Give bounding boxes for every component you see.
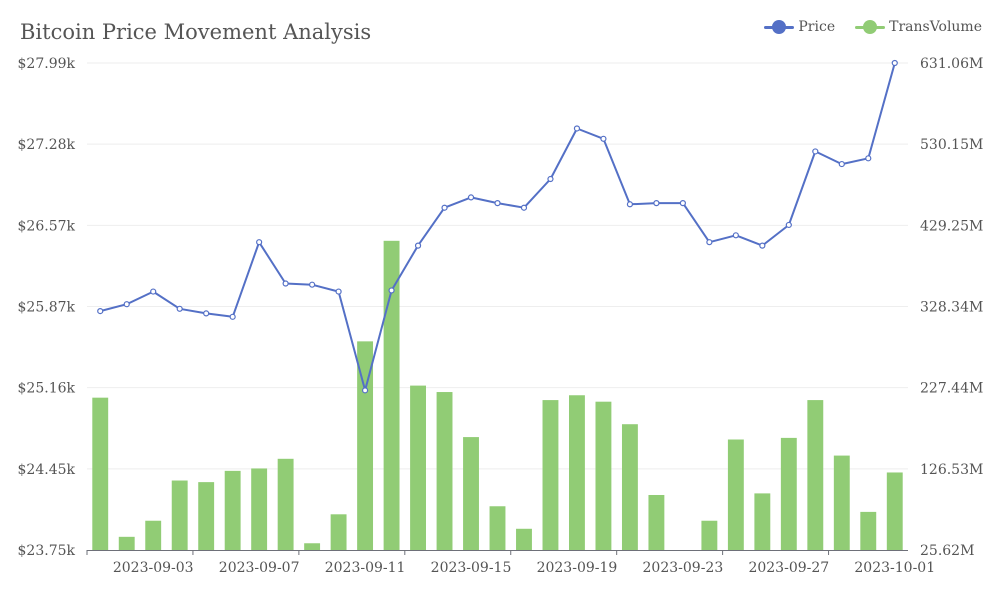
price-point [838, 160, 845, 168]
volume-bar [701, 520, 718, 550]
volume-bar [224, 470, 241, 550]
price-point [414, 242, 422, 249]
y-left-tick-label: $27.28k [18, 137, 76, 153]
volume-bar [833, 455, 850, 550]
price-point [97, 307, 104, 315]
price-point [494, 200, 501, 207]
volume-bar [542, 400, 559, 550]
chart-title: Bitcoin Price Movement Analysis [20, 20, 372, 44]
volume-bar [277, 458, 294, 550]
y-right-tick-label: 25.62M [920, 543, 974, 559]
x-tick-label: 2023-09-03 [113, 560, 194, 576]
volume-bar [145, 520, 162, 550]
volume-bar [410, 385, 426, 550]
price-point [229, 313, 236, 320]
price-point [467, 194, 475, 201]
price-point [150, 288, 157, 295]
volume-bar [463, 437, 479, 550]
price-line [99, 62, 896, 392]
legend-item-transvolume[interactable]: TransVolume [855, 19, 982, 35]
legend-swatch-transvolume [855, 20, 886, 34]
volume-bar [330, 514, 347, 550]
y-right-tick-label: 227.44M [920, 381, 983, 397]
volume-bar [648, 494, 665, 550]
legend-label-price: Price [798, 19, 836, 35]
x-tick-label: 2023-09-07 [219, 560, 300, 576]
price-point [732, 232, 739, 239]
price-point [785, 221, 792, 229]
price-point [759, 242, 766, 249]
volume-bar [754, 493, 771, 550]
y-right-tick-label: 631.06M [920, 56, 983, 72]
legend-swatch-price [764, 20, 795, 34]
volume-bar [118, 536, 135, 550]
volume-bar [304, 543, 321, 550]
price-point [812, 148, 819, 155]
volume-bar [357, 341, 374, 550]
legend-item-price[interactable]: Price [764, 19, 835, 35]
x-tick-label: 2023-09-23 [643, 560, 724, 576]
price-point [282, 280, 289, 287]
volume-bar [569, 395, 585, 550]
volume-bar [886, 472, 903, 550]
y-left-tick-label: $23.75k [18, 543, 76, 559]
volume-bar [489, 506, 506, 550]
price-point [335, 288, 342, 295]
volume-bar [436, 392, 453, 550]
x-tick-label: 2023-10-01 [854, 560, 935, 576]
y-left-tick-label: $26.57k [18, 218, 76, 234]
price-point [309, 281, 316, 288]
price-point [176, 305, 183, 312]
y-right-tick-label: 126.53M [920, 462, 983, 478]
y-left-tick-label: $27.99k [18, 56, 76, 72]
volume-bar [621, 424, 638, 550]
price-point [123, 301, 130, 308]
y-right-tick-label: 328.34M [920, 300, 983, 316]
x-tick-label: 2023-09-11 [325, 560, 406, 576]
y-left-tick-label: $24.45k [18, 462, 76, 478]
price-point [361, 387, 369, 394]
price-point [573, 125, 581, 132]
price-point [441, 204, 448, 211]
price-point [653, 200, 660, 207]
y-right-tick-label: 429.25M [920, 218, 983, 234]
volume-bar [171, 480, 188, 550]
price-point [547, 175, 554, 183]
price-point [388, 287, 395, 294]
volume-bar [595, 401, 612, 550]
legend-label-transvolume: TransVolume [889, 19, 982, 35]
legend-dot-transvolume [863, 20, 878, 34]
price-point [679, 200, 686, 207]
volume-bar [780, 437, 797, 550]
price-point [600, 135, 607, 142]
price-point [706, 239, 713, 246]
x-tick-label: 2023-09-27 [748, 560, 829, 576]
volume-bar [383, 240, 400, 550]
price-point [203, 310, 210, 317]
y-left-tick-label: $25.87k [18, 300, 76, 316]
price-point [256, 239, 263, 246]
volume-bar [92, 397, 109, 550]
price-point [865, 155, 872, 162]
price-point [520, 204, 528, 211]
y-right-tick-label: 530.15M [920, 137, 983, 153]
volume-bar [198, 482, 215, 550]
volume-bar [727, 439, 744, 550]
legend-dot-price [772, 20, 787, 34]
x-tick-label: 2023-09-19 [537, 560, 618, 576]
x-tick-label: 2023-09-15 [431, 560, 512, 576]
volume-bar [516, 528, 532, 550]
price-point [626, 201, 634, 208]
price-point [891, 59, 898, 67]
y-left-tick-label: $25.16k [18, 381, 76, 397]
legend: Price TransVolume [764, 19, 982, 35]
volume-bar [860, 511, 877, 550]
volume-bar [807, 400, 824, 550]
volume-bar [251, 468, 268, 550]
